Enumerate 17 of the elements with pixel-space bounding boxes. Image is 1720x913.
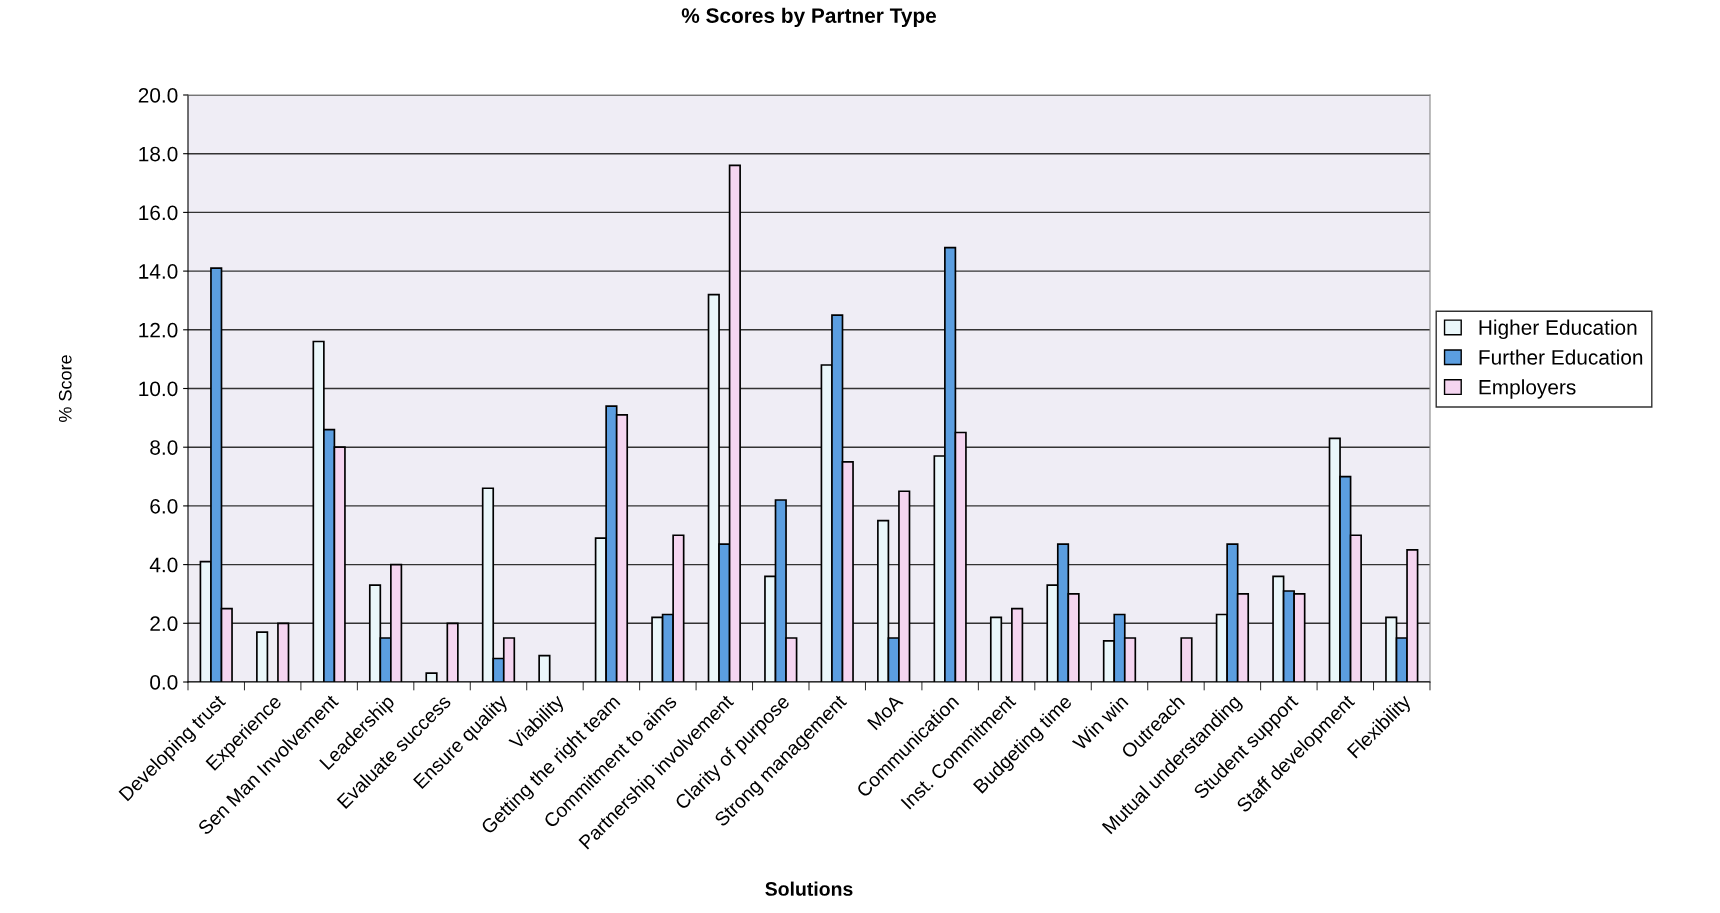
y-tick-label: 8.0 xyxy=(150,440,178,455)
chart-title: % Scores by Partner Type xyxy=(681,7,937,28)
x-axis-title: Solutions xyxy=(765,881,853,896)
y-tick-label: 18.0 xyxy=(139,146,178,162)
legend-label: Higher Education xyxy=(1479,319,1637,340)
y-axis-title: % Score xyxy=(58,355,72,422)
legend-label: Employers xyxy=(1479,379,1576,399)
y-tick-label: 14.0 xyxy=(139,264,178,279)
y-tick-label: 4.0 xyxy=(149,557,178,573)
y-tick-label: 12.0 xyxy=(139,322,178,338)
y-tick-label: 10.0 xyxy=(139,381,178,397)
y-tick-label: 2.0 xyxy=(150,616,178,632)
y-tick-label: 6.0 xyxy=(150,498,178,514)
y-tick-label: 0.0 xyxy=(150,675,178,690)
y-tick-label: 16.0 xyxy=(139,205,178,221)
legend-label: Further Education xyxy=(1479,349,1643,365)
y-tick-label: 20.0 xyxy=(138,88,178,103)
